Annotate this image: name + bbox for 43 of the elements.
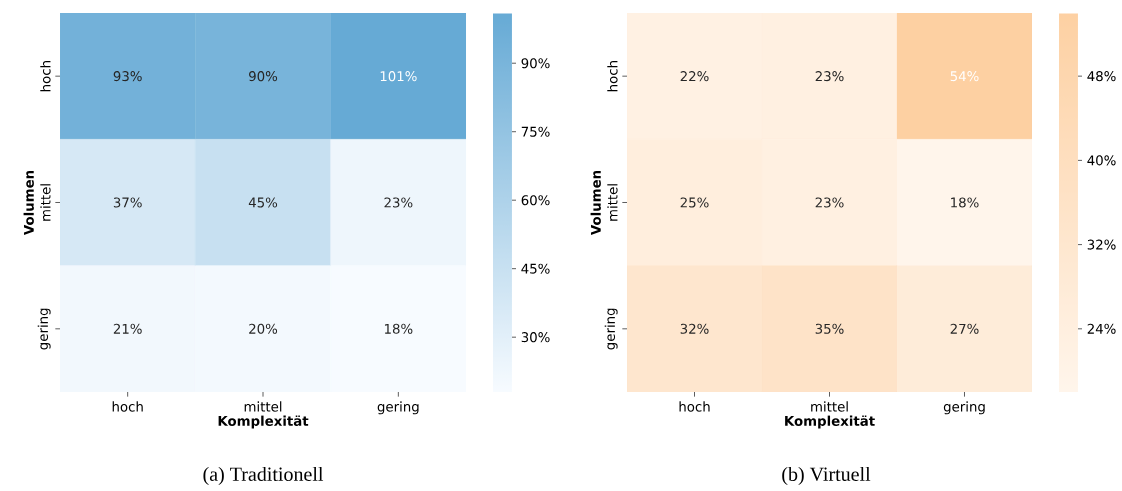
data-label: 45% — [248, 197, 278, 208]
x-tick-label: hoch — [112, 401, 143, 412]
data-label: 21% — [113, 323, 142, 334]
data-label: 27% — [950, 323, 979, 334]
x-tick-label: gering — [943, 401, 985, 415]
data-label: 18% — [951, 197, 979, 208]
data-label: 90% — [249, 71, 278, 82]
y-axis-title: Volumen — [23, 170, 34, 236]
y-tick-label: gering — [37, 308, 51, 350]
data-label: 35% — [815, 323, 844, 334]
data-label: 23% — [815, 71, 844, 82]
data-label: 37% — [113, 197, 142, 208]
data-label: 18% — [384, 323, 413, 334]
color-bar-label: 32% — [1087, 239, 1116, 250]
text: (a) Traditionell — [203, 466, 324, 486]
x-tick-label: mittel — [811, 401, 848, 412]
y-tick-label: mittel — [40, 184, 51, 221]
data-label: 20% — [249, 323, 278, 334]
data-label: 22% — [680, 71, 709, 82]
x-axis-title: Komplexität — [218, 415, 309, 429]
text: (b) Virtuell — [782, 466, 871, 486]
data-label: 23% — [815, 197, 844, 208]
y-tick-label: mittel — [607, 184, 618, 221]
color-bar-label: 24% — [1087, 323, 1116, 334]
color-bar-label: 40% — [1087, 155, 1116, 166]
y-tick-label: gering — [604, 308, 618, 350]
x-tick-label: mittel — [244, 401, 282, 412]
x-axis-title: Komplexität — [785, 415, 875, 429]
data-label: 32% — [680, 323, 709, 334]
y-tick-label: hoch — [607, 61, 618, 92]
color-bar-label: 48% — [1087, 71, 1116, 82]
y-tick-label: hoch — [40, 61, 51, 92]
x-tick-label: gering — [377, 401, 419, 415]
y-axis-title: Volumen — [590, 170, 601, 236]
x-tick-label: hoch — [679, 401, 710, 412]
color-bar-label: 75% — [521, 126, 550, 137]
data-label: 23% — [384, 197, 413, 208]
color-bar-label: 90% — [521, 58, 550, 69]
color-bar-label: 30% — [521, 332, 550, 343]
color-bar-label: 60% — [521, 195, 550, 206]
data-label: 54% — [950, 71, 979, 82]
data-label: 25% — [680, 197, 709, 208]
color-bar-label: 45% — [521, 263, 550, 274]
